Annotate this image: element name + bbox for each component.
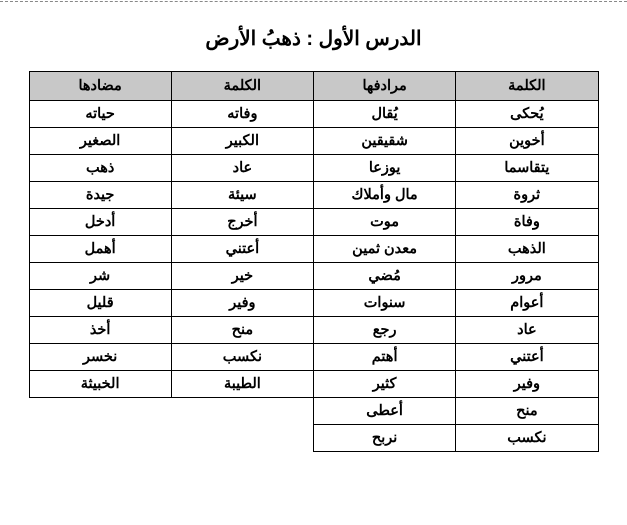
cell-antonym: قليل bbox=[29, 290, 171, 317]
table-row: يُحكى يُقال وفاته حياته bbox=[29, 101, 598, 128]
cell-word1: عاد bbox=[456, 317, 598, 344]
cell-word2: وفاته bbox=[171, 101, 313, 128]
cell-word1: يُحكى bbox=[456, 101, 598, 128]
cell-word1: مرور bbox=[456, 263, 598, 290]
cell-synonym: رجع bbox=[314, 317, 456, 344]
cell-word2: عاد bbox=[171, 155, 313, 182]
cell-synonym: سنوات bbox=[314, 290, 456, 317]
vocabulary-table: الكلمة مرادفها الكلمة مضادها يُحكى يُقال… bbox=[29, 71, 599, 452]
cell-word1: يتقاسما bbox=[456, 155, 598, 182]
cell-word2: نكسب bbox=[171, 344, 313, 371]
table-row: ثروة مال وأملاك سيئة جيدة bbox=[29, 182, 598, 209]
cell-synonym: أهتم bbox=[314, 344, 456, 371]
cell-antonym: ذهب bbox=[29, 155, 171, 182]
cell-synonym: يوزعا bbox=[314, 155, 456, 182]
empty-cell bbox=[29, 425, 171, 452]
cell-synonym: معدن ثمين bbox=[314, 236, 456, 263]
cell-synonym: مال وأملاك bbox=[314, 182, 456, 209]
table-row: مرور مُضي خير شر bbox=[29, 263, 598, 290]
table-row: أعتني أهتم نكسب نخسر bbox=[29, 344, 598, 371]
table-row: عاد رجع منح أخذ bbox=[29, 317, 598, 344]
cell-word2: سيئة bbox=[171, 182, 313, 209]
empty-cell bbox=[171, 425, 313, 452]
cell-antonym: شر bbox=[29, 263, 171, 290]
cell-antonym: جيدة bbox=[29, 182, 171, 209]
table-body: يُحكى يُقال وفاته حياته أخوين شقيقين الك… bbox=[29, 101, 598, 452]
table-row: نكسب نربح bbox=[29, 425, 598, 452]
cell-antonym: الخبيثة bbox=[29, 371, 171, 398]
cell-word1: أعتني bbox=[456, 344, 598, 371]
cell-word2: أعتني bbox=[171, 236, 313, 263]
header-word1: الكلمة bbox=[456, 72, 598, 101]
cell-word1: منح bbox=[456, 398, 598, 425]
page-title: الدرس الأول : ذهبُ الأرض bbox=[0, 26, 627, 51]
cell-word1: ثروة bbox=[456, 182, 598, 209]
table-row: وفاة موت أخرج أدخل bbox=[29, 209, 598, 236]
table-row: وفير كثير الطيبة الخبيثة bbox=[29, 371, 598, 398]
table-header-row: الكلمة مرادفها الكلمة مضادها bbox=[29, 72, 598, 101]
cell-antonym: أخذ bbox=[29, 317, 171, 344]
header-antonym: مضادها bbox=[29, 72, 171, 101]
cell-synonym: كثير bbox=[314, 371, 456, 398]
cell-word2: خير bbox=[171, 263, 313, 290]
cell-word1: وفير bbox=[456, 371, 598, 398]
cell-word1: الذهب bbox=[456, 236, 598, 263]
table-row: أعوام سنوات وفير قليل bbox=[29, 290, 598, 317]
cell-antonym: الصغير bbox=[29, 128, 171, 155]
cell-antonym: نخسر bbox=[29, 344, 171, 371]
cell-word2: أخرج bbox=[171, 209, 313, 236]
table-row: أخوين شقيقين الكبير الصغير bbox=[29, 128, 598, 155]
cell-synonym: أعطى bbox=[314, 398, 456, 425]
cell-word2: الكبير bbox=[171, 128, 313, 155]
cell-synonym: موت bbox=[314, 209, 456, 236]
table-row: الذهب معدن ثمين أعتني أهمل bbox=[29, 236, 598, 263]
cell-synonym: يُقال bbox=[314, 101, 456, 128]
cell-synonym: شقيقين bbox=[314, 128, 456, 155]
header-synonym: مرادفها bbox=[314, 72, 456, 101]
cell-word1: أعوام bbox=[456, 290, 598, 317]
cell-antonym: أدخل bbox=[29, 209, 171, 236]
header-word2: الكلمة bbox=[171, 72, 313, 101]
table-row: يتقاسما يوزعا عاد ذهب bbox=[29, 155, 598, 182]
empty-cell bbox=[171, 398, 313, 425]
cell-synonym: مُضي bbox=[314, 263, 456, 290]
table-row: منح أعطى bbox=[29, 398, 598, 425]
cell-synonym: نربح bbox=[314, 425, 456, 452]
cell-antonym: حياته bbox=[29, 101, 171, 128]
cell-word1: أخوين bbox=[456, 128, 598, 155]
cell-word2: الطيبة bbox=[171, 371, 313, 398]
cell-word2: منح bbox=[171, 317, 313, 344]
top-dashed-border bbox=[0, 0, 627, 2]
empty-cell bbox=[29, 398, 171, 425]
cell-word2: وفير bbox=[171, 290, 313, 317]
cell-word1: نكسب bbox=[456, 425, 598, 452]
cell-word1: وفاة bbox=[456, 209, 598, 236]
cell-antonym: أهمل bbox=[29, 236, 171, 263]
